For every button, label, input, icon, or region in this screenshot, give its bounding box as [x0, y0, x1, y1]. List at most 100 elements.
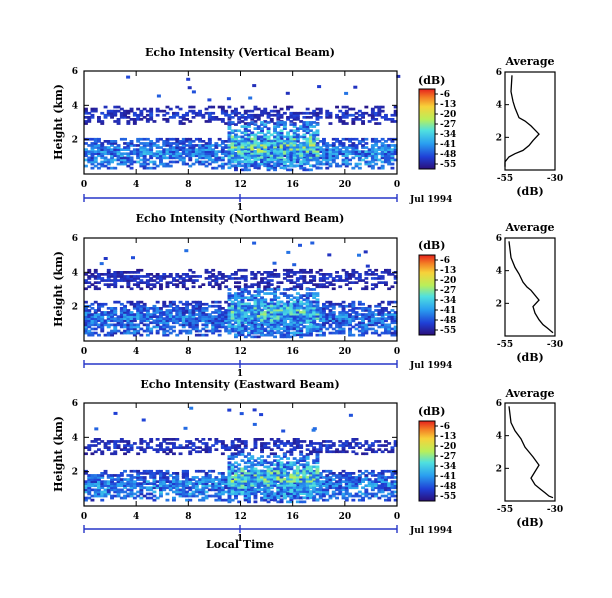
heatmap-cell [201, 307, 206, 310]
heatmap-cell [119, 482, 124, 485]
heatmap-cell [110, 279, 114, 282]
heatmap-cell [181, 146, 186, 149]
heatmap-cell [149, 307, 154, 310]
day-label: 1 [237, 203, 243, 213]
heatmap-cell [126, 442, 131, 445]
heatmap-cell [106, 317, 111, 320]
heatmap-cell [292, 302, 297, 306]
heatmap-cell [103, 492, 108, 496]
heatmap-cell [129, 492, 134, 496]
heatmap-cell [103, 472, 108, 475]
heatmap-cell [322, 273, 326, 276]
heatmap-cell [224, 484, 229, 488]
heatmap-cell [191, 152, 196, 156]
heatmap-cell [113, 283, 118, 286]
colorbar-tick-label: -55 [440, 326, 456, 336]
heatmap-cell [370, 150, 375, 153]
heatmap-cell [168, 116, 173, 119]
heatmap-cell [87, 488, 92, 492]
heatmap-cell [331, 154, 336, 158]
heatmap-cell [234, 281, 238, 284]
heatmap-cell [87, 144, 92, 147]
heatmap-cell [220, 311, 225, 314]
heatmap-cell [354, 111, 359, 115]
heatmap-cell [136, 317, 141, 320]
heatmap-cell [162, 118, 167, 121]
heatmap-cell [256, 154, 261, 157]
heatmap-cell [351, 498, 356, 502]
heatmap-cell [207, 146, 212, 149]
heatmap-cell [113, 331, 118, 335]
heatmap-cell [87, 319, 92, 323]
heatmap-cell [220, 105, 225, 109]
heatmap-cell [338, 304, 343, 308]
heatmap-cell [357, 273, 362, 276]
heatmap-cell [348, 313, 352, 316]
heatmap-cell [129, 287, 134, 291]
heatmap-cell [162, 486, 167, 490]
heatmap-cell [234, 444, 238, 447]
heatmap-cell [149, 315, 154, 318]
heatmap-cell [318, 325, 323, 329]
heatmap-cell [328, 162, 333, 166]
heatmap-cell [384, 307, 388, 310]
heatmap-cell [123, 319, 127, 323]
heatmap-cell [237, 285, 242, 289]
heatmap-cell [328, 482, 333, 485]
heatmap-cell [256, 158, 261, 161]
heatmap-cell [250, 150, 255, 153]
heatmap-cell [247, 319, 251, 322]
heatmap-cell [364, 469, 369, 473]
heatmap-cell [328, 116, 333, 119]
heatmap-cell [357, 162, 362, 166]
heatmap-cell [237, 294, 242, 297]
heatmap-cell [178, 444, 183, 447]
heatmap-cell [374, 105, 379, 109]
heatmap-cell [113, 325, 118, 329]
heatmap-cell [377, 488, 382, 492]
heatmap-cell [328, 156, 333, 160]
heatmap-cell [165, 111, 170, 115]
heatmap-cell [295, 317, 300, 320]
heatmap-cell [84, 142, 88, 145]
heatmap-cell [260, 331, 264, 335]
heatmap-cell [97, 313, 101, 316]
heatmap-cell [312, 113, 317, 117]
heatmap-cell [312, 133, 317, 137]
heatmap-cell [155, 450, 160, 454]
heatmap-cell [286, 135, 290, 139]
heatmap-cell [286, 145, 290, 149]
heatmap-cell [155, 140, 160, 143]
heatmap-cell [126, 484, 131, 488]
heatmap-cell [322, 440, 326, 443]
heatmap-cell [175, 317, 180, 320]
heatmap-cell [390, 319, 395, 323]
heatmap-cell [227, 135, 232, 139]
heatmap-cell [348, 275, 352, 278]
heatmap-cell [116, 321, 121, 325]
heatmap-cell [103, 105, 108, 109]
heatmap-cell [220, 273, 225, 276]
heatmap-cell [201, 490, 206, 494]
heatmap-cell [364, 440, 369, 443]
heatmap-cell [224, 313, 229, 316]
heatmap-cell [188, 317, 193, 320]
heatmap-cell [152, 315, 157, 318]
heatmap-cell [295, 285, 300, 289]
heatmap-cell [325, 113, 330, 117]
heatmap-cell [256, 302, 261, 306]
heatmap-cell [211, 329, 216, 333]
heatmap-cell [152, 472, 157, 475]
heatmap-cell [325, 160, 330, 164]
heatmap-cell [276, 490, 281, 494]
heatmap-cell [181, 281, 186, 284]
heatmap-cell [207, 317, 212, 320]
heatmap-cell [142, 486, 147, 490]
heatmap-cell [276, 146, 281, 149]
heatmap-cell [295, 323, 300, 326]
heatmap-cell [387, 323, 392, 327]
heatmap-cell [322, 476, 326, 479]
heatmap-cell [325, 144, 330, 147]
heatmap-cell [188, 488, 193, 492]
heatmap-cell [198, 162, 202, 166]
